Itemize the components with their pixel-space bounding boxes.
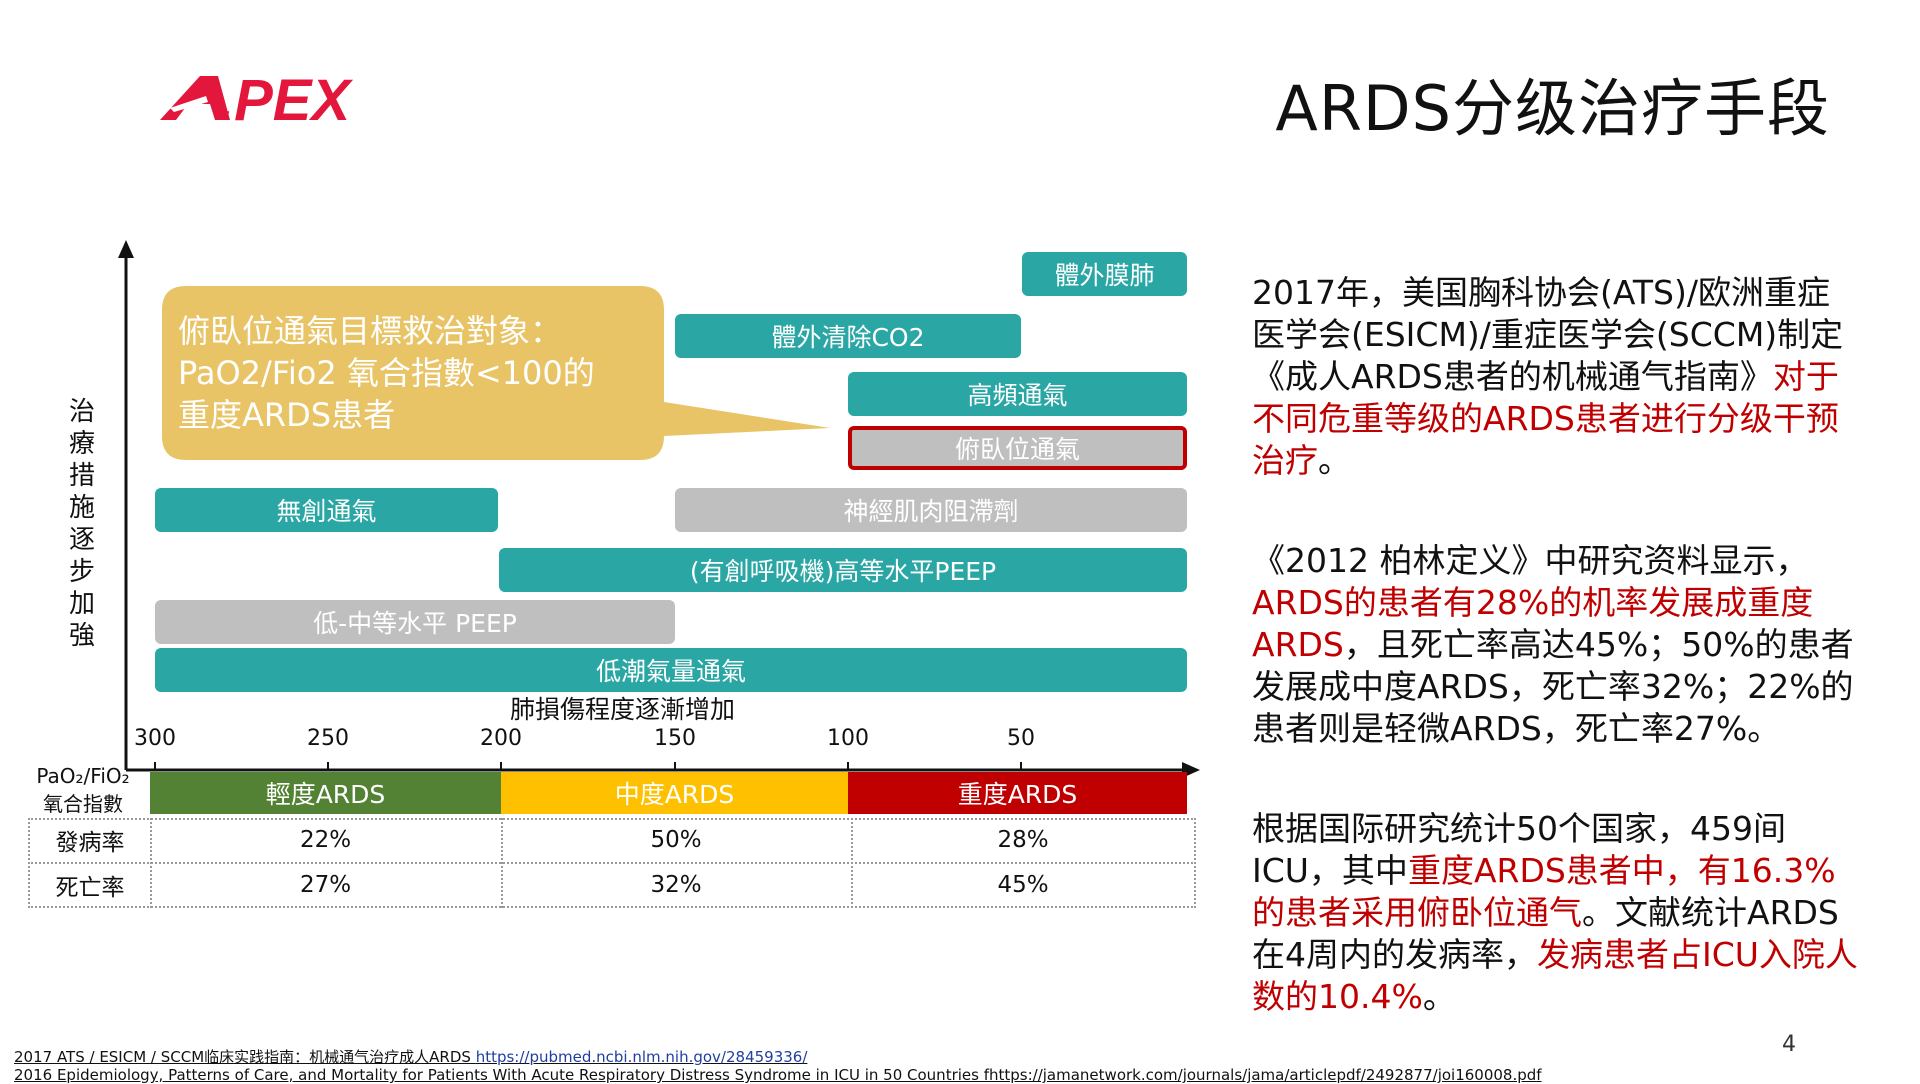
- logo-text: .PEX: [218, 70, 353, 130]
- reference-1-text: 2017 ATS / ESICM / SCCM临床实践指南：机械通气治疗成人AR…: [14, 1048, 476, 1066]
- bar-prone-position: 俯臥位通氣: [848, 426, 1187, 470]
- paragraph-international: 根据国际研究统计50个国家，459间ICU，其中重度ARDS患者中，有16.3%…: [1252, 808, 1862, 1018]
- severity-severe: 重度ARDS: [848, 772, 1187, 814]
- severity-mild: 輕度ARDS: [150, 772, 501, 814]
- x-axis-label: 肺損傷程度逐漸增加: [510, 695, 736, 724]
- bar-nmba: 神經肌肉阻滯劑: [675, 488, 1187, 532]
- p1-end: 。: [1318, 441, 1351, 480]
- callout-line-3: 重度ARDS患者: [178, 396, 396, 434]
- paragraph-guideline: 2017年，美国胸科协会(ATS)/欧洲重症医学会(ESICM)/重症医学会(S…: [1252, 272, 1862, 482]
- callout-line-1: 俯臥位通氣目標救治對象：: [178, 312, 563, 350]
- incidence-mild: 22%: [299, 827, 352, 853]
- p2-text-2: ，且死亡率高达45%；50%的患者发展成中度ARDS，死亡率32%；22%的患者…: [1252, 625, 1854, 748]
- bar-ecmo: 體外膜肺: [1022, 252, 1187, 296]
- x-tick-50: 50: [1007, 726, 1035, 751]
- table-row-divider: [28, 862, 1196, 864]
- x-tick-300: 300: [134, 726, 176, 751]
- x-tick-200: 200: [480, 726, 522, 751]
- ratio-label-line1: PaO₂/FiO₂: [36, 764, 130, 788]
- apex-logo: .PEX: [160, 70, 353, 130]
- severity-moderate: 中度ARDS: [501, 772, 848, 814]
- row-label-mortality: 死亡率: [55, 875, 125, 901]
- page-number: 4: [1782, 1032, 1796, 1057]
- p2-text: 《2012 柏林定义》中研究资料显示，: [1252, 541, 1809, 580]
- paragraph-berlin: 《2012 柏林定义》中研究资料显示，ARDS的患者有28%的机率发展成重度AR…: [1252, 540, 1862, 750]
- row-label-incidence: 發病率: [55, 830, 125, 856]
- p1-text: 2017年，美国胸科协会(ATS)/欧洲重症医学会(ESICM)/重症医学会(S…: [1252, 273, 1844, 396]
- y-axis-label: 治療措施逐步加強: [68, 397, 95, 651]
- incidence-moderate: 50%: [650, 827, 702, 853]
- bar-low-tidal-volume: 低潮氣量通氣: [155, 648, 1187, 692]
- p3-highlight-2: 发病患者占ICU入院人数的10.4%: [1252, 935, 1858, 1016]
- bar-high-peep: (有創呼吸機)高等水平PEEP: [499, 548, 1187, 592]
- reference-1: 2017 ATS / ESICM / SCCM临床实践指南：机械通气治疗成人AR…: [14, 1046, 807, 1067]
- p3-text: 根据国际研究统计50个国家，459间ICU，其中: [1252, 809, 1786, 890]
- reference-1-link[interactable]: https://pubmed.ncbi.nlm.nih.gov/28459336…: [475, 1048, 808, 1066]
- callout-bubble: [162, 286, 830, 460]
- x-tick-100: 100: [827, 726, 869, 751]
- incidence-severe: 28%: [997, 827, 1049, 853]
- p1-highlight: 对于不同危重等级的ARDS患者进行分级干预治疗: [1252, 357, 1839, 480]
- p3-text-2: 。文献统计ARDS在4周内的发病率，: [1252, 893, 1839, 974]
- callout-line-2: PaO2/Fio2 氧合指數<100的: [178, 354, 595, 392]
- mortality-severe: 45%: [997, 872, 1049, 898]
- slide-title: ARDS分级治疗手段: [1275, 72, 1830, 145]
- bar-low-peep: 低-中等水平 PEEP: [155, 600, 675, 644]
- reference-2[interactable]: 2016 Epidemiology, Patterns of Care, and…: [14, 1066, 1542, 1084]
- mortality-moderate: 32%: [650, 872, 702, 898]
- x-tick-250: 250: [307, 726, 349, 751]
- x-tick-150: 150: [654, 726, 696, 751]
- bar-hfov: 高頻通氣: [848, 372, 1187, 416]
- ratio-label-line2: 氧合指數: [43, 792, 123, 816]
- p3-highlight: 重度ARDS患者中，有16.3%的患者采用俯卧位通气: [1252, 851, 1836, 932]
- bar-niv: 無創通氣: [155, 488, 498, 532]
- p3-end: 。: [1422, 977, 1456, 1016]
- mortality-mild: 27%: [299, 872, 352, 898]
- ratio-label: PaO₂/FiO₂ 氧合指數: [28, 762, 138, 818]
- p2-highlight: ARDS的患者有28%的机率发展成重度ARDS: [1252, 583, 1814, 664]
- bar-ecco2r: 體外清除CO2: [675, 314, 1021, 358]
- callout-text: 俯臥位通氣目標救治對象： PaO2/Fio2 氧合指數<100的 重度ARDS患…: [178, 310, 678, 436]
